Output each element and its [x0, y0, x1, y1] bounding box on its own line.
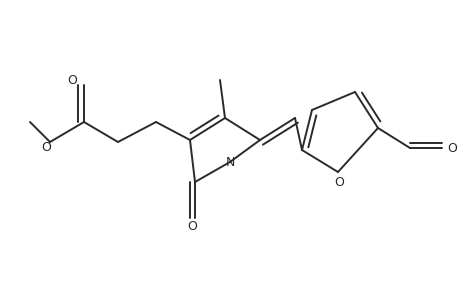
Text: N: N	[225, 155, 234, 169]
Text: O: O	[67, 74, 77, 86]
Text: O: O	[41, 140, 51, 154]
Text: O: O	[446, 142, 456, 154]
Text: O: O	[333, 176, 343, 188]
Text: O: O	[187, 220, 196, 232]
